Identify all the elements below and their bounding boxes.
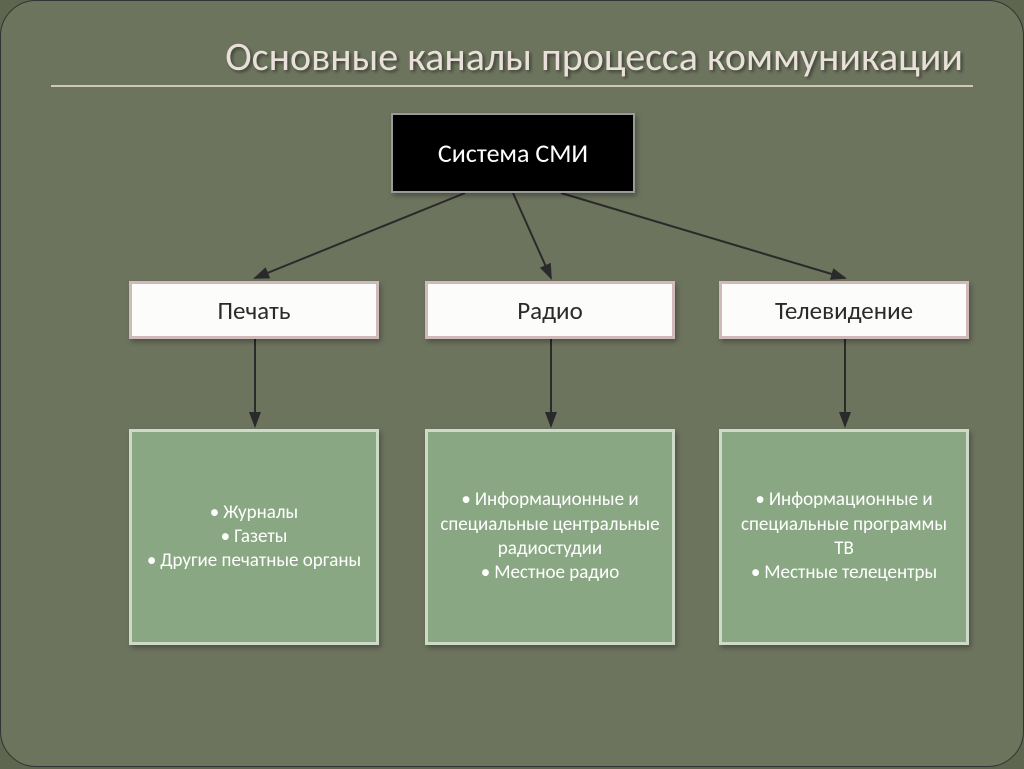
detail-node: Информационные и специальные центральные… <box>425 429 675 645</box>
category-label: Радио <box>517 295 583 326</box>
detail-item: Другие печатные органы <box>147 549 361 573</box>
category-node: Печать <box>129 281 379 339</box>
diagram: Система СМИ Печать ЖурналыГазетыДругие пе… <box>51 113 973 651</box>
detail-item: Информационные и специальные программы Т… <box>732 488 956 561</box>
detail-node: Информационные и специальные программы Т… <box>719 429 969 645</box>
category-node: Радио <box>425 281 675 339</box>
title-underline <box>51 85 973 87</box>
detail-item: Газеты <box>147 525 361 549</box>
page-title: Основные каналы процесса коммуникации <box>51 35 963 79</box>
arrow <box>513 193 551 278</box>
root-label: Система СМИ <box>438 137 588 169</box>
detail-item: Местное радио <box>438 561 662 585</box>
category-label: Печать <box>217 295 290 326</box>
detail-list: Информационные и специальные программы Т… <box>732 488 956 585</box>
detail-item: Местные телецентры <box>732 561 956 585</box>
title-block: Основные каналы процесса коммуникации <box>51 35 973 79</box>
category-node: Телевидение <box>719 281 969 339</box>
root-node: Система СМИ <box>391 113 635 193</box>
arrow <box>255 193 465 278</box>
slide: Основные каналы процесса коммуникации Си… <box>0 0 1024 767</box>
arrow <box>561 193 845 278</box>
detail-node: ЖурналыГазетыДругие печатные органы <box>129 429 379 645</box>
detail-item: Журналы <box>147 501 361 525</box>
detail-list: ЖурналыГазетыДругие печатные органы <box>147 501 361 574</box>
detail-list: Информационные и специальные центральные… <box>438 488 662 585</box>
category-label: Телевидение <box>775 295 913 326</box>
detail-item: Информационные и специальные центральные… <box>438 488 662 561</box>
